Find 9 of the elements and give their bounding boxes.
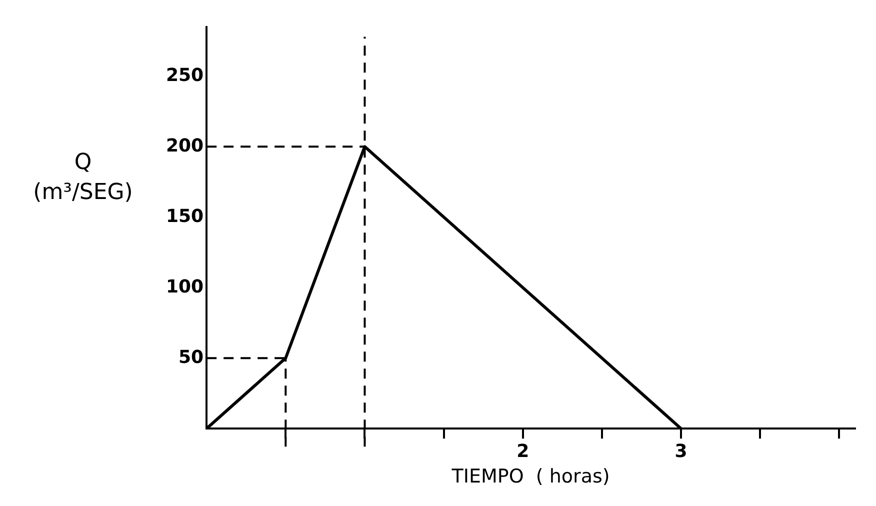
y-tick-label: 50: [178, 346, 204, 368]
y-tick-label: 200: [166, 135, 204, 156]
x-tick-label: 2: [516, 441, 530, 462]
x-axis-title: TIEMPO ( horas): [450, 466, 610, 488]
x-tick-label: 3: [674, 441, 688, 462]
y-tick-label: 150: [166, 206, 204, 227]
y-axis-title: Q (m³/SEG): [32, 149, 134, 207]
y-tick-label: 100: [166, 276, 204, 298]
y-tick-label: 250: [166, 64, 204, 86]
